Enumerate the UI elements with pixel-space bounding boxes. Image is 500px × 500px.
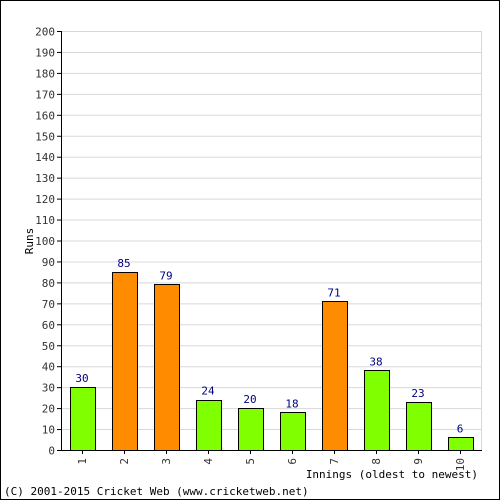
x-tick-label: 1 <box>76 458 89 465</box>
data-labels: 30 85 79 24 20 18 71 38 23 6 <box>75 257 463 436</box>
y-tick-label: 110 <box>35 214 55 227</box>
y-tick-label: 160 <box>35 109 55 122</box>
x-axis-ticks: 1 2 3 4 5 6 7 8 9 10 <box>76 450 467 471</box>
x-tick-label: 2 <box>118 458 131 465</box>
y-axis-ticks: 0 10 20 30 40 50 60 70 80 90 100 110 120 130 140 150 160… <box>35 26 61 458</box>
bar-innings-10 <box>448 437 474 451</box>
data-label-innings-7: 71 <box>327 286 340 299</box>
y-tick-label: 120 <box>35 193 55 206</box>
bar-innings-4 <box>196 400 222 451</box>
x-tick-label: 4 <box>202 458 215 465</box>
data-label-innings-3: 79 <box>159 269 172 282</box>
y-tick-label: 170 <box>35 88 55 101</box>
y-tick-label: 50 <box>42 340 55 353</box>
bar-innings-7 <box>322 301 348 451</box>
x-tick-label: 5 <box>244 458 257 465</box>
y-tick-label: 150 <box>35 130 55 143</box>
bar-innings-8 <box>364 370 390 451</box>
y-tick-label: 130 <box>35 172 55 185</box>
bar-innings-9 <box>406 402 432 451</box>
data-label-innings-10: 6 <box>457 422 464 435</box>
y-tick-label: 190 <box>35 46 55 59</box>
bar-innings-2 <box>112 272 138 451</box>
data-label-innings-5: 20 <box>243 393 256 406</box>
y-tick-label: 90 <box>42 256 55 269</box>
y-tick-label: 30 <box>42 382 55 395</box>
data-label-innings-4: 24 <box>201 385 215 398</box>
data-label-innings-8: 38 <box>369 355 382 368</box>
y-tick-label: 10 <box>42 424 55 437</box>
y-tick-label: 20 <box>42 403 55 416</box>
y-tick-label: 200 <box>35 26 55 39</box>
y-tick-label: 70 <box>42 298 55 311</box>
bar-innings-5 <box>238 408 264 451</box>
bar-innings-3 <box>154 284 180 451</box>
x-tick-label: 10 <box>454 458 467 471</box>
bar-innings-1 <box>70 387 96 451</box>
data-label-innings-1: 30 <box>75 372 88 385</box>
bars <box>70 272 474 451</box>
x-tick-label: 3 <box>160 458 173 465</box>
y-tick-label: 40 <box>42 361 55 374</box>
y-tick-label: 180 <box>35 67 55 80</box>
y-tick-label: 100 <box>35 235 55 248</box>
data-label-innings-2: 85 <box>117 257 130 270</box>
y-tick-label: 80 <box>42 277 55 290</box>
y-tick-label: 0 <box>48 445 55 458</box>
x-tick-label: 8 <box>370 458 383 465</box>
y-axis-title: Runs <box>23 228 36 255</box>
bar-innings-6 <box>280 412 306 451</box>
data-label-innings-6: 18 <box>285 397 298 410</box>
y-tick-label: 60 <box>42 319 55 332</box>
y-tick-label: 140 <box>35 151 55 164</box>
data-label-innings-9: 23 <box>411 387 424 400</box>
copyright-footer: (C) 2001-2015 Cricket Web (www.cricketwe… <box>4 485 309 498</box>
x-tick-label: 6 <box>286 458 299 465</box>
x-tick-label: 7 <box>328 458 341 465</box>
x-axis-title: Innings (oldest to newest) <box>306 468 478 481</box>
x-tick-label: 9 <box>412 458 425 465</box>
